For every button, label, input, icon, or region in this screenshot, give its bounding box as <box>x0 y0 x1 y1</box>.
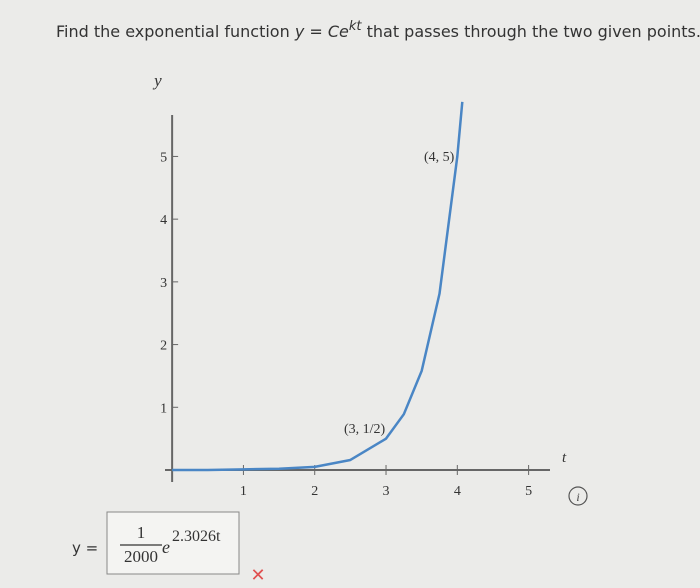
denominator: 2000 <box>124 547 158 566</box>
y-axis-label: y <box>152 71 162 90</box>
chart: t y 1 2 3 4 5 1 2 3 4 5 (3, 1/2) (4, 5) <box>152 71 567 499</box>
question-text: Find the exponential function <box>56 22 295 41</box>
base: e <box>162 537 170 557</box>
question-text: that passes through the two given points… <box>362 22 700 41</box>
x-tick-label: 5 <box>525 484 532 499</box>
y-tick-label: 4 <box>160 213 167 228</box>
y-tick-label: 3 <box>160 276 167 291</box>
question-var: y <box>294 22 305 41</box>
x-tick-label: 3 <box>383 484 390 499</box>
curve <box>172 101 464 472</box>
annotation: (4, 5) <box>424 150 455 165</box>
incorrect-mark: ✕ <box>250 565 265 586</box>
annotation: (3, 1/2) <box>344 422 386 437</box>
question-exponent: kt <box>349 19 363 34</box>
info-label[interactable]: i <box>576 490 579 504</box>
y-tick-label: 1 <box>160 401 167 416</box>
x-tick-label: 1 <box>240 484 247 499</box>
answer-box[interactable] <box>106 511 240 575</box>
x-axis-label: t <box>562 450 567 466</box>
exponent: 2.3026t <box>172 528 221 545</box>
question: Find the exponential function y = Cekt t… <box>56 19 700 41</box>
y-tick-label: 5 <box>160 150 167 165</box>
question-text: = <box>304 22 328 41</box>
question-var: Ce <box>328 22 349 41</box>
info-icon[interactable] <box>568 486 588 506</box>
x-tick-label: 4 <box>454 484 461 499</box>
x-tick-label: 2 <box>311 484 318 499</box>
y-tick-label: 2 <box>160 339 167 354</box>
numerator: 1 <box>137 523 146 542</box>
answer-lhs: y = <box>72 539 98 557</box>
